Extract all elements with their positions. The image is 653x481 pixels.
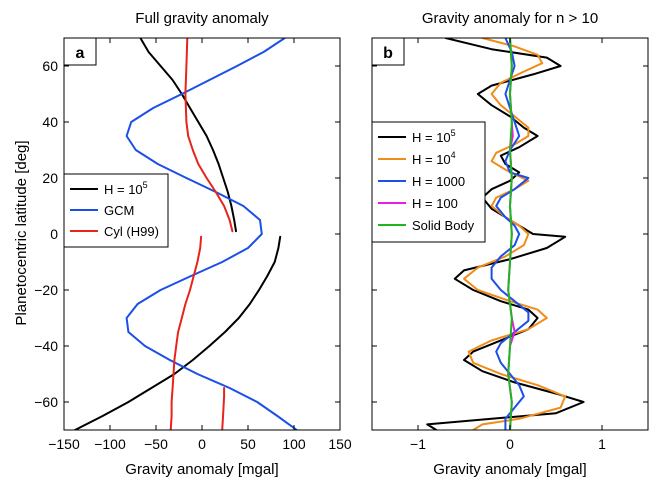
legend-label: Solid Body: [412, 218, 475, 233]
panel-a-title: Full gravity anomaly: [135, 10, 269, 27]
panel-a-x-axis-label: Gravity anomaly [mgal]: [125, 461, 278, 478]
series-line-solid-body-seg0: [507, 38, 513, 430]
series-line-cyl-h99--seg0: [184, 38, 234, 233]
series-line-h-1000-seg0: [490, 38, 530, 430]
legend-label: H = 104: [412, 150, 456, 167]
panel-b: Gravity anomaly for n > 10 −1 0 1 b Gravit…: [371, 10, 649, 478]
y-tick-label: 40: [42, 114, 58, 130]
legend-label: H = 1000: [412, 174, 465, 189]
panel-b-title: Gravity anomaly for n > 10: [422, 10, 598, 27]
series-line-h-10-5-seg0: [139, 38, 237, 233]
panel-b-label: b: [383, 45, 393, 62]
x-tick-label: 0: [198, 436, 206, 452]
y-tick-label: 0: [50, 226, 58, 242]
x-tick-label: −1: [410, 436, 426, 452]
y-tick-label: −60: [34, 394, 58, 410]
x-tick-label: 150: [328, 436, 352, 452]
legend-label: H = 105: [412, 128, 456, 145]
legend-label-exponent: 5: [451, 128, 456, 138]
panel-a-label: a: [76, 45, 85, 62]
y-tick-label: −40: [34, 338, 58, 354]
x-tick-label: 100: [282, 436, 306, 452]
x-tick-label: −150: [48, 436, 80, 452]
panel-b-legend: H = 105 H = 104 H = 1000 H = 100 Solid Body: [371, 121, 486, 243]
series-line-cyl-h99--seg2: [221, 387, 226, 430]
x-tick-label: 50: [240, 436, 256, 452]
panel-b-ticks: −1 0 1: [372, 38, 648, 452]
legend-label: H = 100: [412, 196, 458, 211]
legend-label: Cyl (H99): [104, 224, 159, 239]
shared-y-axis-label: Planetocentric latitude [deg]: [13, 140, 30, 325]
x-tick-label: −100: [94, 436, 126, 452]
x-tick-label: 1: [598, 436, 606, 452]
panel-b-x-axis-label: Gravity anomaly [mgal]: [433, 461, 586, 478]
panel-a-ticks: −150 −100 −50 0 50 100 150 −60 −40 −20 0 20 40 60: [34, 38, 352, 452]
panel-a-label-box: [63, 37, 97, 66]
series-line-cyl-h99--seg1: [169, 235, 203, 430]
series-line-h-10-5-seg1: [74, 235, 282, 430]
series-line-h-10-5-seg0: [426, 38, 585, 430]
y-tick-label: 20: [42, 170, 58, 186]
panel-a-plot-area: [74, 38, 298, 430]
panel-a: Full gravity anomaly −150 −100 −50 0 50 100 15…: [34, 10, 352, 478]
legend-label: GCM: [104, 203, 134, 218]
series-line-h-10-4-seg0: [463, 38, 567, 430]
legend-label-exponent: 4: [451, 150, 456, 160]
series-line-gcm-seg0: [125, 38, 298, 430]
legend-label: H = 105: [104, 180, 148, 197]
panel-b-plot-area: [426, 38, 585, 430]
x-tick-label: −50: [144, 436, 168, 452]
x-tick-label: 0: [506, 436, 514, 452]
panel-b-label-box: [371, 37, 405, 66]
y-tick-label: 60: [42, 58, 58, 74]
panel-a-legend: H = 105 GCM Cyl (H99): [63, 173, 169, 248]
y-tick-label: −20: [34, 282, 58, 298]
legend-label-exponent: 5: [143, 180, 148, 190]
